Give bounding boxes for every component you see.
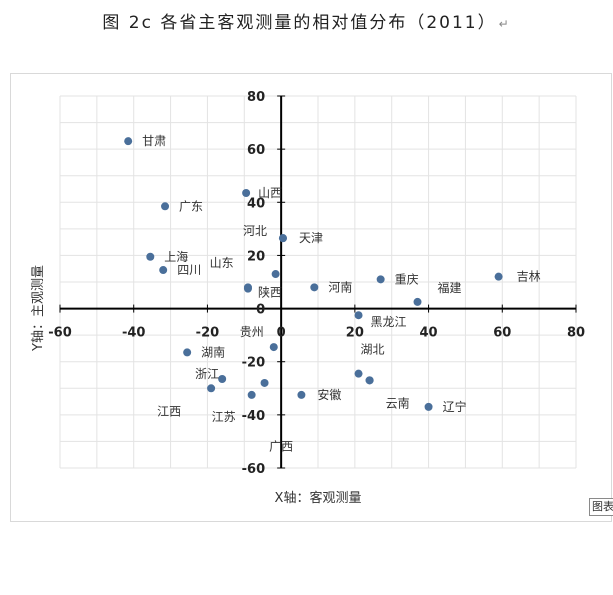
chart-points: [124, 137, 503, 411]
data-label-广西: 广西: [269, 440, 293, 454]
data-point-广东: [161, 202, 170, 211]
chart-area[interactable]: -60 -40 -20 0 20 40 60 80 -60 -40 -20 20 40 60 80 0 甘肃山…: [10, 73, 613, 522]
paragraph-return-mark: ↵: [498, 17, 511, 31]
y-tick-label: 20: [247, 249, 265, 264]
data-point-黑龙江: [354, 311, 363, 320]
data-point-福建: [413, 297, 422, 306]
data-point-陕西: [243, 283, 252, 292]
y-tick-label: -40: [242, 409, 266, 424]
chart-axes: [59, 95, 577, 469]
data-label-浙江: 浙江: [195, 367, 219, 381]
y-tick-label: 40: [247, 196, 265, 211]
data-point-河南: [310, 283, 319, 292]
data-point-重庆: [376, 275, 385, 284]
data-label-云南: 云南: [386, 395, 410, 410]
x-tick-label: -40: [122, 326, 146, 341]
data-point-浙江: [218, 374, 227, 383]
data-label-贵州: 贵州: [240, 325, 264, 339]
data-label-天津: 天津: [299, 231, 323, 245]
data-point-山东: [271, 270, 280, 279]
data-point-江西: [207, 384, 216, 393]
data-point-贵州: [269, 343, 278, 352]
data-point-湖北: [354, 369, 363, 378]
data-label-上海: 上海: [164, 249, 188, 264]
data-label-安徽: 安徽: [317, 387, 341, 402]
data-point-河北: [278, 234, 287, 243]
x-tick-label: 20: [346, 326, 364, 341]
data-label-湖南: 湖南: [201, 344, 225, 359]
x-tick-label: 80: [567, 326, 585, 341]
y-tick-label: 60: [247, 143, 265, 158]
x-tick-label: -60: [48, 326, 72, 341]
y-axis-title: Y轴：主观测量: [31, 265, 46, 352]
data-label-山东: 山东: [210, 256, 234, 270]
data-label-山西: 山西: [258, 186, 282, 200]
chart-tick-labels: -60 -40 -20 0 20 40 60 80 -60 -40 -20 20 40 60 80 0: [48, 90, 585, 477]
data-label-福建: 福建: [438, 280, 462, 295]
data-label-江西: 江西: [157, 404, 181, 418]
scatter-chart: -60 -40 -20 0 20 40 60 80 -60 -40 -20 20 40 60 80 0 甘肃山…: [31, 90, 585, 506]
data-label-河北: 河北: [243, 224, 267, 238]
chart-area-tooltip: 图表区: [589, 498, 613, 516]
data-label-河南: 河南: [328, 279, 352, 294]
data-point-安徽: [297, 390, 306, 399]
y-tick-label: -60: [242, 462, 266, 477]
data-label-湖北: 湖北: [361, 342, 385, 357]
data-point-上海: [146, 252, 155, 261]
data-label-广东: 广东: [179, 199, 203, 213]
data-label-甘肃: 甘肃: [142, 134, 166, 148]
data-point-山西: [242, 188, 251, 197]
y-tick-label: 0: [256, 303, 265, 318]
data-point-云南: [365, 376, 374, 385]
data-point-甘肃: [124, 137, 133, 146]
data-label-黑龙江: 黑龙江: [371, 315, 407, 329]
x-tick-label: 40: [420, 326, 438, 341]
data-label-重庆: 重庆: [395, 272, 419, 286]
data-label-四川: 四川: [177, 263, 201, 277]
y-tick-label: -20: [242, 356, 266, 371]
data-label-辽宁: 辽宁: [443, 399, 467, 414]
data-point-吉林: [494, 272, 503, 281]
chart-gridlines: [59, 95, 577, 469]
data-point-四川: [159, 266, 168, 275]
data-label-吉林: 吉林: [517, 270, 541, 284]
y-tick-label: 80: [247, 90, 265, 105]
x-axis-title: X轴：客观测量: [275, 490, 362, 506]
data-point-浙江: [260, 378, 269, 387]
data-point-辽宁: [424, 402, 433, 411]
data-point-江苏: [247, 390, 256, 399]
document-title-text: 图 2c 各省主客观测量的相对值分布（2011）: [102, 13, 497, 33]
x-tick-label: 60: [493, 326, 511, 341]
x-tick-label: -20: [196, 326, 220, 341]
data-label-陕西: 陕西: [258, 285, 282, 300]
data-label-江苏: 江苏: [212, 410, 236, 424]
data-point-湖南: [183, 348, 192, 357]
document-title: 图 2c 各省主客观测量的相对值分布（2011） ↵: [0, 8, 613, 33]
x-tick-label: 0: [277, 326, 286, 341]
